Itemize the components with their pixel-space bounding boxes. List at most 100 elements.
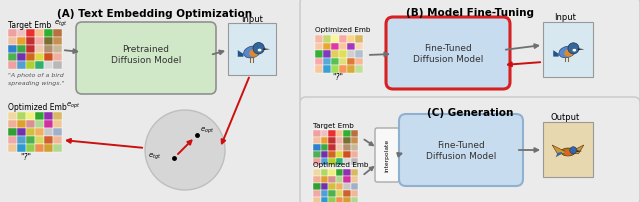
Ellipse shape [564, 49, 573, 57]
Bar [228, 23, 276, 75]
Bar [355, 50, 363, 58]
Bar [315, 35, 323, 42]
Bar [328, 176, 335, 183]
Bar [355, 58, 363, 65]
FancyBboxPatch shape [399, 114, 523, 186]
Bar [328, 144, 335, 151]
Bar [17, 61, 26, 69]
Bar [8, 29, 17, 37]
Bar [321, 137, 328, 144]
Ellipse shape [244, 46, 260, 58]
Bar [343, 151, 351, 158]
Bar [331, 35, 339, 42]
Text: Fine-Tuned
Diffusion Model: Fine-Tuned Diffusion Model [413, 44, 483, 64]
Bar [8, 37, 17, 45]
Bar [26, 112, 35, 120]
FancyBboxPatch shape [300, 97, 640, 202]
Bar [8, 120, 17, 128]
Bar [351, 183, 358, 190]
Text: Target Emb: Target Emb [313, 123, 354, 129]
Bar [323, 42, 331, 50]
Polygon shape [577, 150, 582, 152]
Bar [328, 197, 335, 202]
Text: Target Emb: Target Emb [8, 21, 51, 31]
Bar [313, 197, 321, 202]
Bar [8, 112, 17, 120]
Bar [313, 190, 321, 197]
Bar [35, 128, 44, 136]
Bar [44, 61, 53, 69]
Bar [347, 58, 355, 65]
Text: $e_{opt}$: $e_{opt}$ [200, 126, 214, 136]
Bar [347, 65, 355, 73]
Bar [313, 144, 321, 151]
Bar [351, 169, 358, 176]
Polygon shape [578, 48, 584, 50]
Text: (C) Generation: (C) Generation [427, 108, 513, 118]
Bar [328, 190, 335, 197]
Bar [313, 151, 321, 158]
Bar [8, 45, 17, 53]
Ellipse shape [561, 148, 575, 156]
Bar [17, 128, 26, 136]
Bar [321, 144, 328, 151]
Bar [335, 197, 343, 202]
Bar [331, 50, 339, 58]
Bar [35, 37, 44, 45]
Bar [343, 169, 351, 176]
Bar [26, 128, 35, 136]
Bar [351, 197, 358, 202]
Polygon shape [553, 50, 559, 57]
Bar [323, 65, 331, 73]
Bar [53, 37, 62, 45]
Bar [321, 130, 328, 137]
Bar [53, 120, 62, 128]
Bar [35, 29, 44, 37]
Text: Optimized Emb: Optimized Emb [313, 162, 369, 168]
Bar [44, 37, 53, 45]
Text: interpolate: interpolate [385, 138, 390, 171]
Bar [44, 144, 53, 152]
Text: $e_{tgt}$: $e_{tgt}$ [148, 152, 161, 162]
Bar [53, 53, 62, 61]
Bar [351, 158, 358, 165]
Bar [351, 176, 358, 183]
Bar [335, 130, 343, 137]
Bar [343, 158, 351, 165]
Polygon shape [237, 50, 243, 57]
Bar [17, 37, 26, 45]
Bar [331, 42, 339, 50]
Bar [26, 45, 35, 53]
Bar [328, 137, 335, 144]
Bar [339, 58, 347, 65]
Bar [351, 130, 358, 137]
Circle shape [570, 147, 577, 154]
Bar [26, 120, 35, 128]
Bar [315, 42, 323, 50]
Bar [315, 50, 323, 58]
Text: (B) Model Fine-Tuning: (B) Model Fine-Tuning [406, 8, 534, 18]
FancyBboxPatch shape [76, 22, 216, 94]
Ellipse shape [573, 49, 576, 52]
Text: "?": "?" [333, 74, 344, 82]
Bar [8, 136, 17, 144]
Bar [17, 53, 26, 61]
Bar [347, 42, 355, 50]
Text: Fine-Tuned
Diffusion Model: Fine-Tuned Diffusion Model [426, 141, 496, 161]
Bar [313, 169, 321, 176]
Bar [328, 130, 335, 137]
Bar [343, 190, 351, 197]
FancyBboxPatch shape [0, 0, 306, 202]
Bar [44, 128, 53, 136]
Ellipse shape [258, 49, 262, 52]
Text: $e_{tgt}$: $e_{tgt}$ [54, 19, 67, 29]
Bar [323, 50, 331, 58]
Text: Optimized Emb: Optimized Emb [8, 103, 67, 113]
Bar [44, 45, 53, 53]
Circle shape [145, 110, 225, 190]
Bar [543, 122, 593, 177]
Bar [17, 136, 26, 144]
Bar [17, 120, 26, 128]
Bar [335, 137, 343, 144]
Bar [35, 61, 44, 69]
